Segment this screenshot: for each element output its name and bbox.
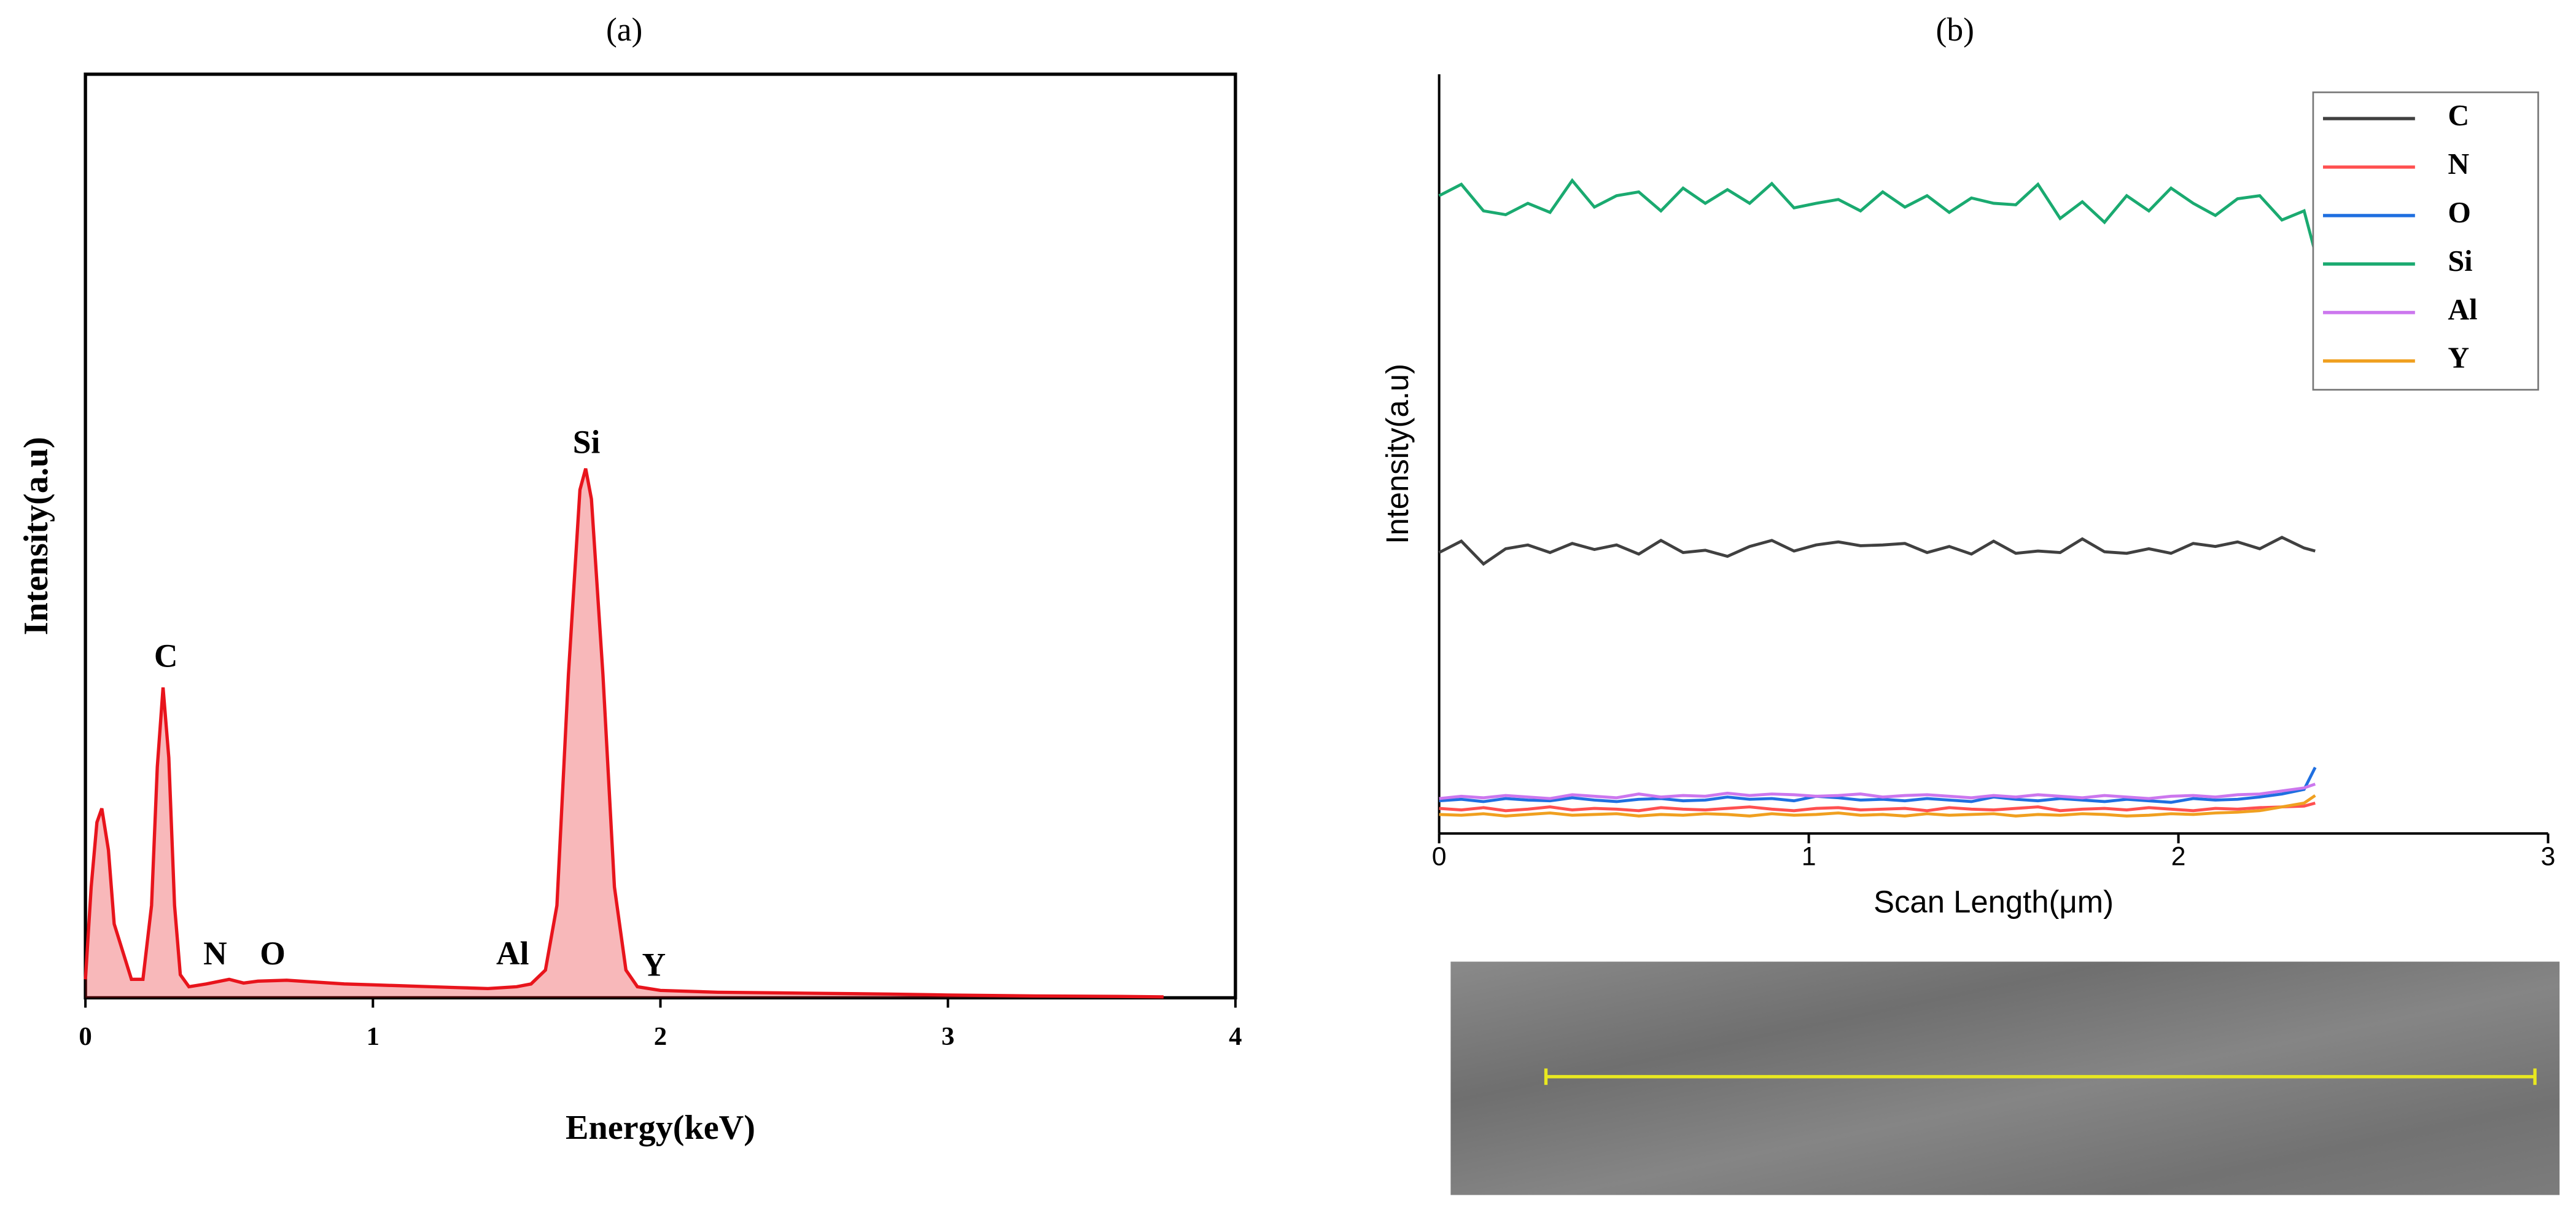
x-tick-label: 1 bbox=[1802, 842, 1816, 871]
panel-label: (a) bbox=[606, 11, 642, 48]
legend-box bbox=[2312, 91, 2539, 391]
series-line bbox=[1439, 794, 2316, 818]
legend-label: Si bbox=[2448, 245, 2472, 278]
peak-label: Y bbox=[642, 947, 666, 983]
x-tick-label: 2 bbox=[2171, 842, 2186, 871]
x-tick-label: 0 bbox=[1432, 842, 1447, 871]
spectrum-line bbox=[84, 468, 1164, 999]
x-tick-label: 1 bbox=[367, 1022, 379, 1051]
peak-label: Al bbox=[496, 935, 529, 972]
x-tick-label: 4 bbox=[1229, 1022, 1242, 1051]
legend-label: C bbox=[2448, 100, 2469, 132]
x-axis-label: Scan Length(μm) bbox=[1874, 884, 2114, 919]
x-axis-label: Energy(keV) bbox=[566, 1109, 755, 1147]
peak-label: O bbox=[260, 935, 286, 972]
spectrum-area bbox=[85, 468, 1164, 998]
legend-label: Al bbox=[2448, 294, 2477, 326]
series-line bbox=[1438, 178, 2317, 253]
x-tick-label: 3 bbox=[2541, 842, 2556, 871]
legend-label: O bbox=[2448, 197, 2470, 229]
x-tick-label: 0 bbox=[79, 1022, 91, 1051]
legend-label: Y bbox=[2448, 342, 2469, 375]
series-line bbox=[1439, 767, 2317, 804]
legend-label: N bbox=[2448, 148, 2469, 181]
plot-frame bbox=[84, 72, 1237, 1000]
series-line bbox=[1439, 802, 2316, 813]
series-line bbox=[1439, 783, 2316, 800]
panel-label: (b) bbox=[1936, 11, 1974, 48]
y-axis-label: Intensity(a.u) bbox=[1380, 364, 1415, 544]
series-line bbox=[1438, 536, 2316, 566]
peak-label: N bbox=[203, 935, 227, 972]
x-tick-label: 3 bbox=[941, 1022, 954, 1051]
x-tick-label: 2 bbox=[654, 1022, 667, 1051]
peak-label: Si bbox=[573, 424, 601, 461]
y-axis-label: Intensity(a.u) bbox=[17, 437, 55, 635]
peak-label: C bbox=[154, 638, 178, 674]
